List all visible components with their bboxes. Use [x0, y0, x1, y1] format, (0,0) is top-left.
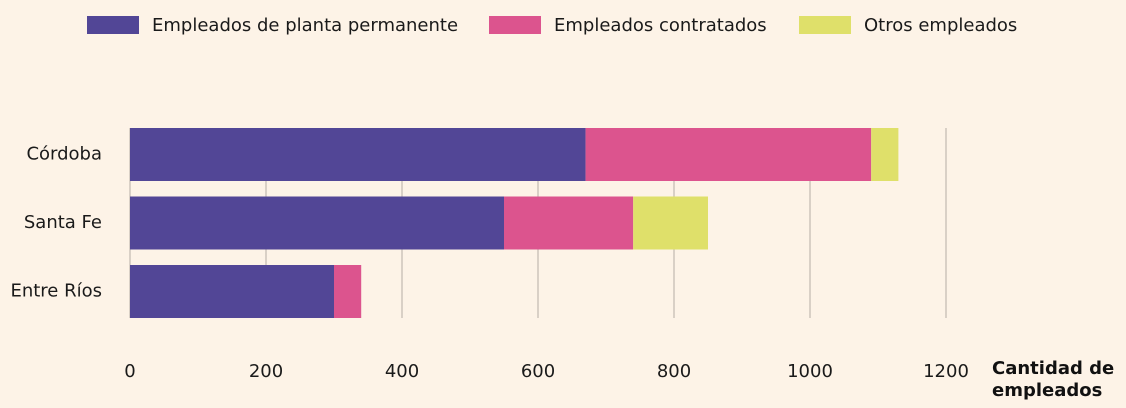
y-tick-label: Santa Fe: [24, 212, 102, 233]
x-tick-label: 200: [249, 361, 283, 382]
y-tick-label: Córdoba: [26, 144, 102, 165]
x-axis-label: Cantidad de empleados: [992, 358, 1115, 401]
legend-label: Otros empleados: [864, 15, 1017, 36]
x-tick-label: 400: [385, 361, 419, 382]
legend-label: Empleados contratados: [554, 15, 767, 36]
legend-label: Empleados de planta permanente: [152, 15, 458, 36]
y-tick-label: Entre Ríos: [10, 281, 102, 302]
legend-swatch: [799, 16, 851, 34]
bar-segment: [130, 196, 504, 250]
bar-segment: [130, 265, 334, 318]
x-tick-label: 1200: [923, 361, 969, 382]
legend-swatch: [489, 16, 541, 34]
x-tick-label: 600: [521, 361, 555, 382]
x-tick-label: 0: [124, 361, 135, 382]
x-tick-label: 1000: [787, 361, 833, 382]
bar-segment: [334, 265, 362, 318]
x-tick-label: 800: [657, 361, 691, 382]
bar-segment: [585, 128, 872, 181]
bar-segment: [871, 128, 899, 181]
bar-segment: [504, 196, 634, 250]
bar-segment: [633, 196, 708, 250]
legend-swatch: [87, 16, 139, 34]
bar-segment: [130, 128, 586, 181]
